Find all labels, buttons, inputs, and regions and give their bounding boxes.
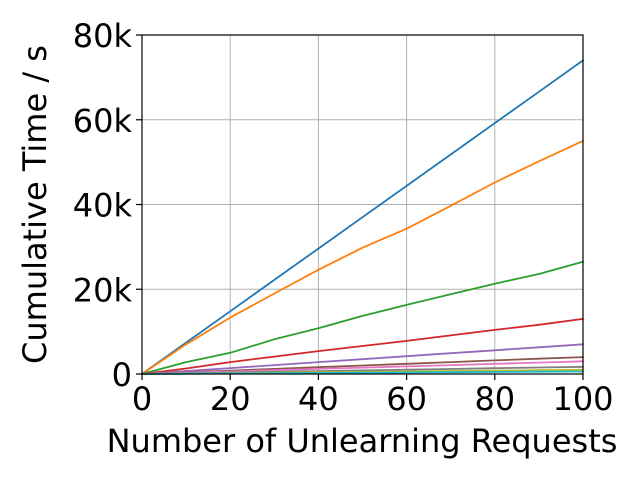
grid	[141, 34, 584, 375]
y-tick-label: 20k	[73, 271, 133, 309]
y-axis-ticks: 0 20k 40k 60k 80k	[73, 17, 142, 394]
x-axis-ticks: 0 20 40 60 80 100	[132, 374, 614, 418]
series-line-1	[141, 59, 584, 375]
x-tick-label: 100	[552, 380, 613, 418]
y-tick-label: 40k	[73, 187, 133, 225]
series-lines	[141, 59, 584, 375]
y-tick-label: 0	[112, 356, 132, 394]
x-axis-label: Number of Unlearning Requests	[107, 422, 618, 460]
x-tick-label: 40	[298, 380, 339, 418]
y-tick-label: 60k	[73, 102, 133, 140]
series-line-4	[141, 318, 584, 375]
x-tick-label: 60	[386, 380, 427, 418]
series-line-7	[141, 360, 584, 375]
x-tick-label: 0	[132, 380, 152, 418]
series-line-3	[141, 260, 584, 375]
x-tick-label: 80	[474, 380, 515, 418]
series-line-5	[141, 343, 584, 375]
y-axis-label: Cumulative Time / s	[16, 45, 54, 364]
series-line-2	[141, 140, 584, 375]
y-tick-label: 80k	[73, 17, 133, 55]
x-tick-label: 20	[210, 380, 251, 418]
